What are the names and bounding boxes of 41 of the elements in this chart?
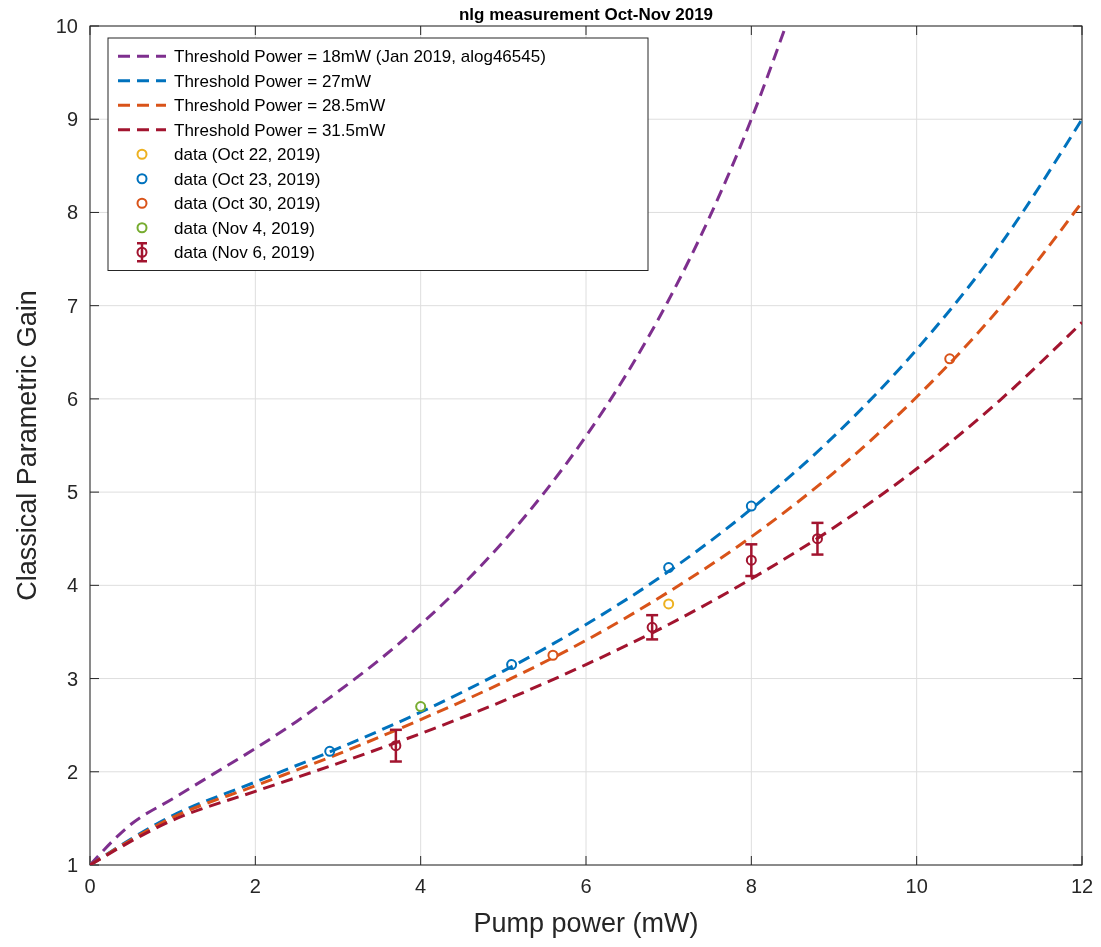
y-tick-label: 6: [66, 387, 78, 410]
point: [663, 598, 675, 610]
point: [663, 562, 675, 574]
legend-label: Threshold Power = 31.5mW: [174, 120, 386, 140]
point: [811, 533, 823, 545]
legend-label: Threshold Power = 27mW: [174, 71, 371, 91]
legend-label: data (Nov 4, 2019): [174, 218, 315, 238]
x-tick-label: 8: [745, 875, 757, 897]
legend-label: data (Oct 22, 2019): [174, 145, 321, 165]
x-tick-label: 2: [249, 875, 261, 897]
legend-label: Threshold Power = 18mW (Jan 2019, alog46545): [174, 47, 546, 67]
x-tick-label: 0: [84, 875, 96, 897]
y-tick-label: 3: [66, 667, 78, 690]
legend-label: data (Nov 6, 2019): [174, 243, 315, 263]
chart-title: nlg measurement Oct-Nov 2019: [458, 5, 714, 24]
y-tick-label: 2: [66, 760, 78, 783]
legend-label: data (Oct 23, 2019): [174, 169, 321, 189]
y-tick-label: 5: [66, 481, 78, 504]
point: [745, 500, 757, 512]
y-tick-label: 4: [66, 574, 78, 597]
y-tick-label: 9: [66, 108, 78, 131]
point: [390, 740, 402, 752]
x-tick-label: 10: [905, 875, 928, 897]
legend-label: data (Oct 30, 2019): [174, 194, 321, 214]
point: [547, 649, 559, 661]
point: [944, 353, 956, 365]
legend-label: Threshold Power = 28.5mW: [174, 96, 386, 116]
point: [324, 745, 336, 757]
y-tick-label: 1: [66, 854, 78, 876]
point: [415, 701, 427, 713]
point: [646, 621, 658, 633]
x-tick-label: 12: [1070, 875, 1094, 897]
y-axis-title: Classical Parametric Gain: [12, 290, 42, 601]
point: [506, 659, 518, 671]
x-tick-label: 4: [415, 875, 427, 897]
point: [745, 554, 757, 566]
y-tick-label: 7: [66, 294, 78, 317]
y-tick-label: 8: [66, 201, 78, 224]
y-tick-label: 10: [55, 15, 78, 37]
x-tick-label: 6: [580, 875, 592, 897]
x-axis-title: Pump power (mW): [473, 908, 699, 938]
